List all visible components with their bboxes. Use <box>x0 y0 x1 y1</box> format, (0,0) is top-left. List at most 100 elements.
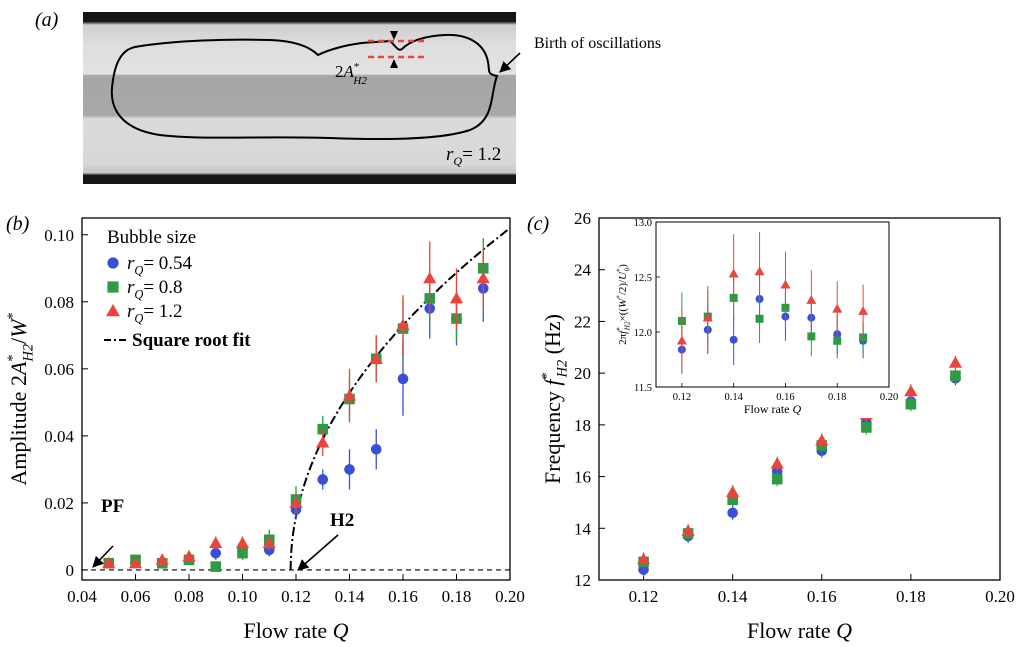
data-point <box>636 552 651 565</box>
inset-data-point <box>832 303 843 313</box>
legend-entry-part: r <box>127 277 135 298</box>
x-tick-label: 0.12 <box>629 587 659 606</box>
x-axis-label-part: Q <box>333 618 349 643</box>
data-point <box>727 507 738 519</box>
pf-label: PF <box>101 496 124 517</box>
frequency-chart: (c) 0.12 0.14 0.16 0.18 0.20 12 14 16 18 20 22 24 26… <box>527 209 1015 643</box>
y-tick-label: 0.04 <box>44 427 74 446</box>
legend-entry-part: Q <box>134 264 143 278</box>
data-point <box>342 389 357 401</box>
amplitude-label-A: A <box>343 62 355 81</box>
legend-entry: rQ= 0.8 <box>127 277 183 302</box>
inset-y-axis-label-part: H2 <box>623 321 631 331</box>
y-axis-label-part: * <box>5 312 21 319</box>
panel-label-a: (a) <box>35 9 59 31</box>
legend-entry: rQ= 1.2 <box>127 301 183 326</box>
x-tick-label: 0.18 <box>442 587 472 606</box>
inset-y-axis-label-part: * <box>616 268 624 272</box>
rq-r: r <box>446 144 454 165</box>
data-point <box>235 536 250 549</box>
data-point <box>210 561 222 572</box>
legend-title: Bubble size <box>107 227 196 248</box>
data-point <box>155 553 169 565</box>
y-axis-label-part: (Hz) <box>540 314 565 360</box>
amplitude-label-star: * <box>354 61 360 73</box>
inset-data-point <box>833 336 842 345</box>
inset-x-axis-label: Flow rate Q <box>744 402 802 416</box>
sqrt-fit-curve <box>289 227 511 570</box>
y-axis-label-part: * <box>5 354 21 361</box>
inset-y-axis-label-part: ×(( <box>617 308 629 322</box>
inset-data-point <box>676 335 687 345</box>
legend-entry: rQ= 0.54 <box>127 253 193 278</box>
inset-data-point <box>728 268 739 278</box>
amplitude-label-sub: H2 <box>352 75 367 87</box>
x-tick-label: 0.14 <box>718 587 748 606</box>
data-point <box>182 549 196 562</box>
inset-y-axis-label-part: 0 <box>623 267 631 271</box>
inset-data-point <box>807 332 816 341</box>
y-tick-label: 16 <box>574 468 591 487</box>
data-point <box>396 318 410 331</box>
channel-photo <box>83 12 516 184</box>
photo-panel: (a) 2A* H2 Birth of oscillations rQ= 1.2 <box>35 9 661 184</box>
y-tick-label: 0.08 <box>44 293 74 312</box>
inset-y-axis-label-part: * <box>616 295 624 299</box>
amplitude-label-a: 2 <box>335 62 344 81</box>
inset-y-axis-label-part: f <box>617 329 629 334</box>
inset-data-point <box>806 295 817 304</box>
frequency-inset-plot: 0.12 0.14 0.16 0.18 0.20 11.5 12.0 12.5 13.0 Flow… <box>612 218 898 418</box>
inset-y-axis-label-part: 2π <box>617 333 629 345</box>
legend-entry-part: r <box>127 253 135 274</box>
x-tick-label: 0.14 <box>335 587 365 606</box>
data-point <box>102 556 116 569</box>
y-tick-label: 0.02 <box>44 494 74 513</box>
y-axis-label-part: Amplitude 2 <box>6 375 31 486</box>
y-tick-label: 0.06 <box>44 360 74 379</box>
inset-y-tick-label: 13.0 <box>634 218 652 229</box>
data-point <box>210 547 222 559</box>
inset-data-point <box>702 312 713 322</box>
inset-data-point <box>755 314 764 323</box>
legend-marker <box>107 281 119 293</box>
inset-y-axis-label: 2πf*H2×((W*/2)/U*0) <box>616 264 632 345</box>
legend-fit-label: Square root fit <box>132 330 251 351</box>
legend-entry-part: r <box>127 301 135 322</box>
x-tick-label: 0.18 <box>896 587 926 606</box>
inset-y-axis-label-part: W <box>617 298 629 308</box>
data-point <box>948 356 963 368</box>
rq-val: = 1.2 <box>462 144 501 165</box>
frequency-plot-area: 0.12 0.14 0.16 0.18 0.20 12 14 16 18 20 22 24 26 Flow… <box>539 209 1015 643</box>
x-tick-label: 0.04 <box>67 587 97 606</box>
x-axis-label: Flow rate Q <box>243 618 348 643</box>
y-tick-label: 0.10 <box>44 226 74 245</box>
data-point <box>289 496 303 508</box>
x-tick-label: 0.16 <box>807 587 837 606</box>
inset-y-tick-label: 12.5 <box>634 273 652 284</box>
y-tick-label: 0 <box>66 561 75 580</box>
data-point <box>317 474 329 485</box>
birth-arrow <box>499 52 521 73</box>
y-tick-label: 26 <box>574 209 591 228</box>
inset-y-tick-label: 12.0 <box>634 328 652 339</box>
inset-y-tick-label: 11.5 <box>634 383 652 394</box>
rq-label-photo: rQ= 1.2 <box>446 144 501 168</box>
inset-background <box>612 220 894 418</box>
data-point <box>209 536 223 549</box>
data-point <box>476 271 490 284</box>
x-tick-label: 0.06 <box>121 587 151 606</box>
inset-data-point <box>780 279 791 289</box>
inset-x-tick-label: 0.16 <box>776 392 794 403</box>
legend-marker <box>107 257 119 269</box>
data-point <box>905 398 917 410</box>
inset-y-axis-label-part: ) <box>617 264 629 268</box>
inset-y-axis-label-part: * <box>616 327 624 331</box>
data-point <box>237 547 248 559</box>
data-point <box>262 536 276 549</box>
data-point <box>369 352 383 364</box>
x-axis-label: Flow rate Q <box>747 618 852 643</box>
x-axis-label-part: Flow rate <box>243 618 332 643</box>
inset-y-axis-label-part: /2)/ <box>617 279 629 295</box>
